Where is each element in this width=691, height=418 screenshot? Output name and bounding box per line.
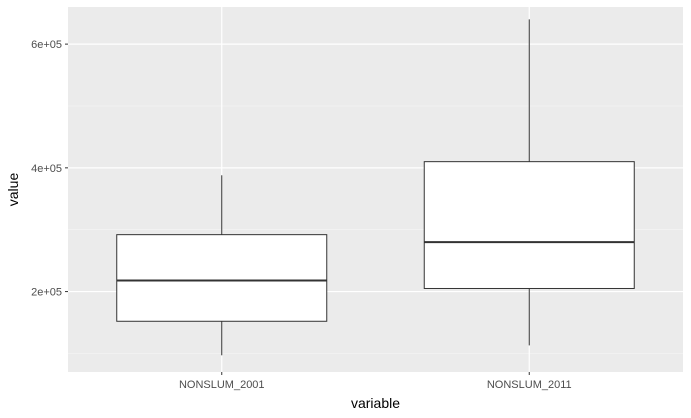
iqr-box [423, 161, 635, 289]
iqr-box [116, 234, 328, 322]
y-axis-title: value [5, 173, 21, 207]
box-NONSLUM_2011 [423, 19, 635, 346]
box-series [116, 19, 635, 356]
x-tick-label: NONSLUM_2011 [487, 379, 572, 391]
x-tick-label: NONSLUM_2001 [179, 379, 265, 391]
x-axis: NONSLUM_2001 NONSLUM_2011 [179, 372, 572, 391]
y-axis: 2e+05 4e+05 6e+05 [31, 39, 68, 299]
box-NONSLUM_2001 [116, 175, 328, 356]
x-axis-title: variable [351, 395, 400, 411]
y-tick-label: 6e+05 [31, 39, 62, 51]
y-tick-label: 4e+05 [31, 163, 62, 175]
y-tick-label: 2e+05 [31, 287, 62, 299]
